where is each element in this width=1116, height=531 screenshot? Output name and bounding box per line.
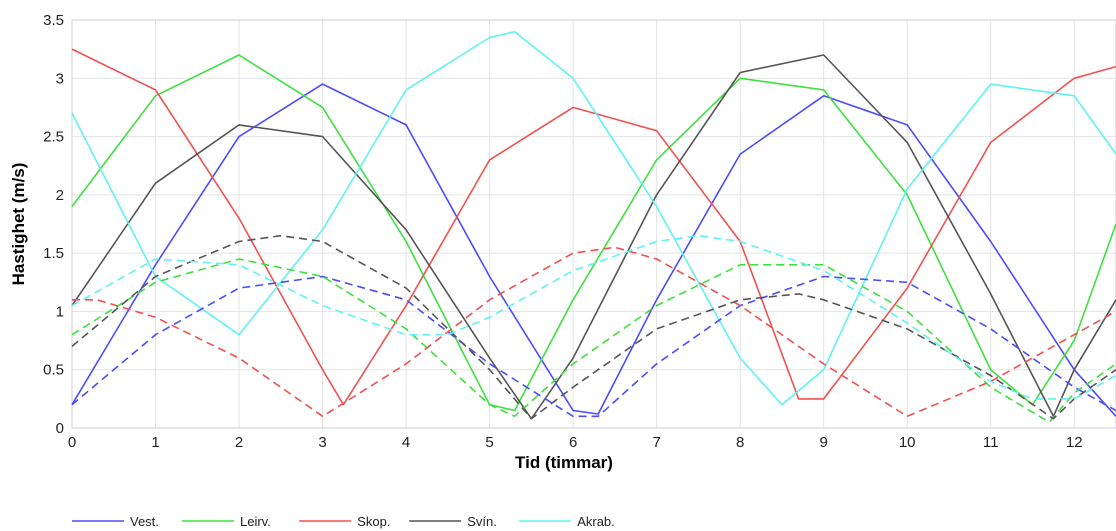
series-line-1 (71, 54, 1116, 412)
x-tick-label: 11 (983, 434, 999, 451)
series-line-9 (71, 234, 1116, 400)
grid (71, 19, 1116, 429)
x-tick-label: 2 (235, 434, 243, 451)
series-line-6 (71, 258, 1116, 424)
x-tick-label: 1 (151, 434, 159, 451)
legend-label: Svín. (467, 514, 497, 529)
series-line-7 (72, 246, 1116, 418)
legend-label: Skop. (357, 514, 390, 529)
x-tick-label: 10 (899, 434, 916, 451)
y-tick-label: 3 (56, 70, 64, 87)
x-tick-label: 8 (736, 434, 744, 451)
series-line-2 (71, 48, 1116, 406)
y-tick-label: 1.5 (43, 245, 64, 262)
x-tick-label: 3 (318, 434, 326, 451)
y-tick-label: 0 (56, 420, 64, 437)
y-tick-label: 0.5 (43, 362, 64, 379)
y-tick-label: 2 (56, 187, 64, 204)
x-tick-label: 6 (569, 434, 577, 451)
y-tick-label: 3.5 (43, 12, 64, 29)
x-tick-label: 0 (68, 434, 76, 451)
x-tick-label: 9 (820, 434, 828, 451)
series-line-0 (71, 83, 1116, 417)
x-tick-label: 12 (1066, 434, 1083, 451)
legend-label: Vest. (130, 514, 159, 529)
y-tick-label: 1 (56, 303, 64, 320)
legend-label: Leirv. (240, 514, 271, 529)
y-axis-title: Hastighet (m/s) (9, 163, 28, 286)
legend: Vest. Leirv. Skop. Svín. Akrab. (72, 514, 615, 529)
legend-label: Akrab. (577, 514, 615, 529)
series-line-3 (71, 54, 1116, 420)
x-axis-title: Tid (timmar) (515, 453, 613, 472)
plot-frame (71, 19, 1116, 429)
series-line-5 (71, 275, 1116, 418)
y-tick-label: 2.5 (43, 129, 64, 146)
series-line-4 (71, 30, 1116, 406)
x-tick-label: 4 (402, 434, 410, 451)
series-group (71, 30, 1116, 424)
x-tick-label: 5 (485, 434, 493, 451)
series-line-8 (71, 234, 1116, 420)
x-tick-label: 7 (652, 434, 660, 451)
